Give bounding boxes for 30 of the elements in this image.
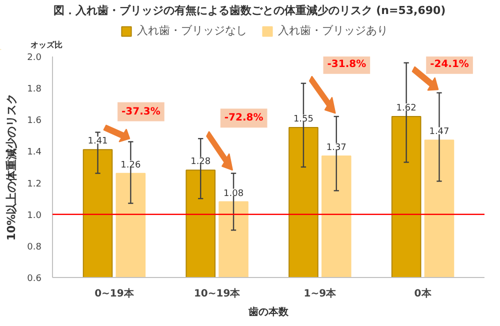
x-tick-label: 0~19本 xyxy=(94,288,135,300)
data-label: 1.26 xyxy=(120,160,141,170)
annotation: -37.3% xyxy=(122,106,160,118)
data-label: 1.55 xyxy=(293,114,314,125)
y-tick-label: 1.0 xyxy=(27,210,42,221)
y-tick-label: 1.4 xyxy=(27,148,42,158)
y-tick-label: 1.2 xyxy=(27,179,42,190)
annotation: -72.8% xyxy=(224,112,264,124)
legend-label: 入れ歯・ブリッジあり xyxy=(278,23,388,38)
data-label: 1.62 xyxy=(396,104,416,114)
text: オッズ比 xyxy=(30,40,62,50)
annotation: -24.1% xyxy=(430,58,469,70)
data-label: 1.47 xyxy=(429,127,450,138)
x-tick-label: 0本 xyxy=(414,288,432,300)
chart-title: 図．入れ歯・ブリッジの有無による歯数ごとの体重減少のリスク (n=53,690) xyxy=(53,4,446,17)
data-label: 1.37 xyxy=(326,142,346,153)
y-tick-label: 2.0 xyxy=(27,53,42,63)
y-tick-label: 1.6 xyxy=(27,116,42,126)
x-tick-label: 1~9本 xyxy=(304,288,338,300)
y-tick-label: 0.6 xyxy=(27,274,42,284)
data-label: 1.28 xyxy=(190,157,211,168)
legend-label: 入れ歯・ブリッジなし xyxy=(137,23,247,38)
x-axis-title: 歯の本数 xyxy=(248,306,290,318)
x-tick-label: 10~19本 xyxy=(194,288,242,300)
data-label: 1.41 xyxy=(88,136,108,147)
data-label: 1.08 xyxy=(224,188,244,199)
y-axis-title: 10%以上の体重減少のリスク xyxy=(5,93,18,241)
y-tick-label: 1.8 xyxy=(27,84,42,95)
y-tick-label: 0.8 xyxy=(27,242,42,252)
annotation: -31.8% xyxy=(327,58,366,70)
